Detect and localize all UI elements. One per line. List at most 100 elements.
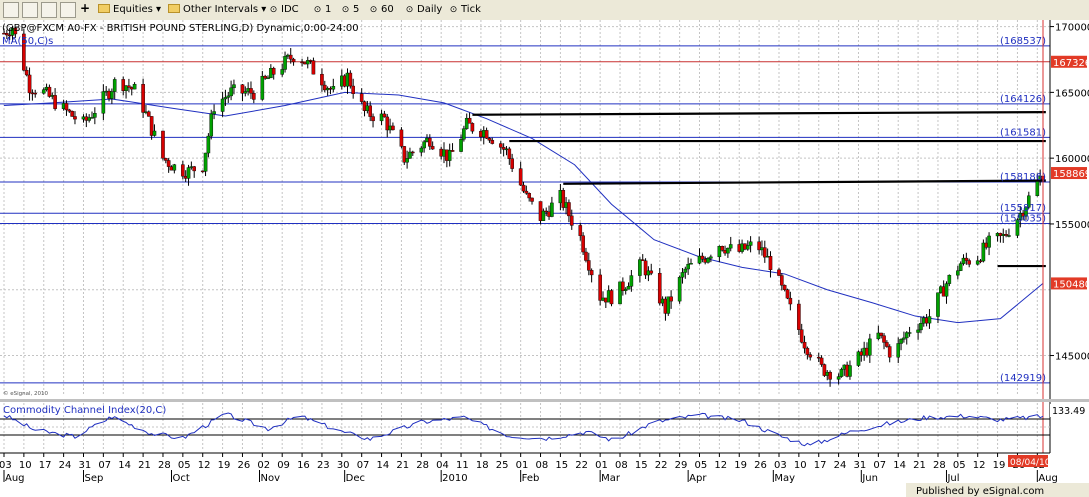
x-month-label: 2010 bbox=[442, 473, 467, 484]
y-tick-label: 145000 bbox=[1055, 352, 1089, 363]
candle bbox=[232, 79, 236, 95]
candle bbox=[132, 82, 137, 90]
price-level-label: (142919) bbox=[1000, 373, 1046, 384]
candle bbox=[788, 291, 793, 311]
candle bbox=[67, 108, 72, 113]
properties-button[interactable] bbox=[60, 2, 76, 18]
x-month-label: May bbox=[774, 473, 795, 484]
candle bbox=[777, 267, 781, 276]
candle bbox=[181, 160, 185, 180]
candle bbox=[112, 77, 117, 100]
candle bbox=[166, 158, 171, 173]
interval-tick-button[interactable]: ⊙ Tick bbox=[449, 4, 481, 15]
candle bbox=[981, 239, 986, 263]
candle bbox=[936, 292, 940, 324]
x-tick-label: 21 bbox=[138, 460, 151, 471]
candle bbox=[819, 355, 824, 367]
candle bbox=[686, 257, 690, 275]
candle bbox=[700, 252, 705, 263]
x-tick-label: 07 bbox=[98, 460, 111, 471]
y-tick-label: 170000 bbox=[1055, 23, 1089, 34]
price-level-label: (168537) bbox=[1000, 36, 1046, 47]
cci-value-tag bbox=[1050, 404, 1086, 417]
candle bbox=[501, 143, 506, 157]
interval-5-button[interactable]: ⊙ 5 bbox=[341, 4, 360, 15]
interval-icon: ⊙ bbox=[405, 5, 414, 15]
folder-icon bbox=[98, 4, 110, 13]
price-level-labels: (168537) (164126) (161581) (158186) (155817)… bbox=[1000, 36, 1046, 384]
interval-icon: ⊙ bbox=[341, 5, 350, 15]
candle bbox=[550, 196, 554, 218]
candle bbox=[73, 111, 77, 125]
candle bbox=[885, 340, 889, 348]
interval-daily-button[interactable]: ⊙ Daily bbox=[405, 4, 443, 15]
candle bbox=[581, 232, 585, 256]
x-month-label: Aug bbox=[1038, 473, 1058, 484]
panel-splitter[interactable] bbox=[0, 399, 1089, 402]
candle bbox=[280, 63, 285, 77]
candle bbox=[927, 309, 932, 329]
x-tick-label: 19 bbox=[993, 460, 1006, 471]
interval-60-button[interactable]: ⊙ 60 bbox=[369, 4, 394, 15]
x-tick-label: 30 bbox=[337, 460, 350, 471]
candle bbox=[785, 288, 790, 300]
candle bbox=[13, 27, 18, 38]
footer-bar bbox=[906, 483, 1089, 497]
x-tick-label: 24 bbox=[834, 460, 847, 471]
open-chart-button[interactable] bbox=[3, 2, 19, 18]
candle bbox=[408, 147, 412, 159]
current-date-tag bbox=[1008, 455, 1048, 467]
interval-1-button[interactable]: ⊙ 1 bbox=[313, 4, 332, 15]
candle bbox=[271, 66, 276, 80]
x-tick-label: 23 bbox=[317, 460, 330, 471]
candle bbox=[768, 251, 773, 278]
candle bbox=[430, 141, 435, 150]
candle bbox=[141, 78, 145, 118]
x-month-label: Aug bbox=[5, 473, 25, 484]
trendlines bbox=[472, 111, 1046, 268]
x-tick-label: 03 bbox=[0, 460, 12, 471]
x-tick-label: 10 bbox=[19, 460, 32, 471]
candle bbox=[127, 78, 131, 93]
x-tick-label: 17 bbox=[39, 460, 52, 471]
candle bbox=[53, 88, 57, 111]
save-chart-button[interactable] bbox=[22, 2, 38, 18]
candle bbox=[507, 146, 512, 165]
candle bbox=[745, 240, 750, 251]
candle bbox=[490, 137, 495, 145]
candle bbox=[683, 266, 688, 279]
candle bbox=[726, 247, 730, 258]
candle bbox=[331, 78, 336, 93]
ma-label: MA(50,C)s bbox=[2, 36, 53, 47]
interval-idc-button[interactable]: ⊙ IDC bbox=[269, 4, 299, 15]
equities-label: Equities bbox=[113, 4, 153, 15]
candle bbox=[266, 75, 270, 80]
candle bbox=[717, 245, 722, 263]
moving-average bbox=[3, 91, 1044, 324]
x-tick-label: 22 bbox=[575, 460, 588, 471]
price-level-label: (155817) bbox=[1000, 203, 1046, 214]
price-chart[interactable]: (168537) (164126) (161581) (158186) (155817)… bbox=[0, 20, 1089, 497]
x-month-label: Jun bbox=[861, 473, 878, 484]
price-axis: 170000 165000 160000 155000 145000 167326 1588… bbox=[1049, 20, 1089, 453]
candle bbox=[879, 332, 883, 339]
candle bbox=[805, 346, 810, 360]
candle bbox=[856, 350, 861, 368]
print-chart-button[interactable] bbox=[41, 2, 57, 18]
other-intervals-menu[interactable]: Other Intervals ▾ bbox=[168, 3, 266, 17]
candle bbox=[450, 143, 455, 152]
candle bbox=[206, 133, 211, 158]
price-tag-label: 158869 bbox=[1053, 169, 1089, 180]
candle bbox=[839, 367, 844, 378]
candle bbox=[87, 114, 91, 123]
x-tick-label: 22 bbox=[655, 460, 668, 471]
candle bbox=[975, 255, 980, 266]
candle bbox=[399, 127, 404, 149]
price-level-label: (155035) bbox=[1000, 213, 1046, 224]
equities-menu[interactable]: Equities ▾ bbox=[98, 3, 161, 17]
candle bbox=[93, 107, 97, 125]
cci-levels bbox=[0, 418, 1050, 436]
add-study-icon[interactable]: + bbox=[80, 1, 91, 15]
candle bbox=[757, 236, 761, 255]
candle bbox=[907, 326, 912, 337]
